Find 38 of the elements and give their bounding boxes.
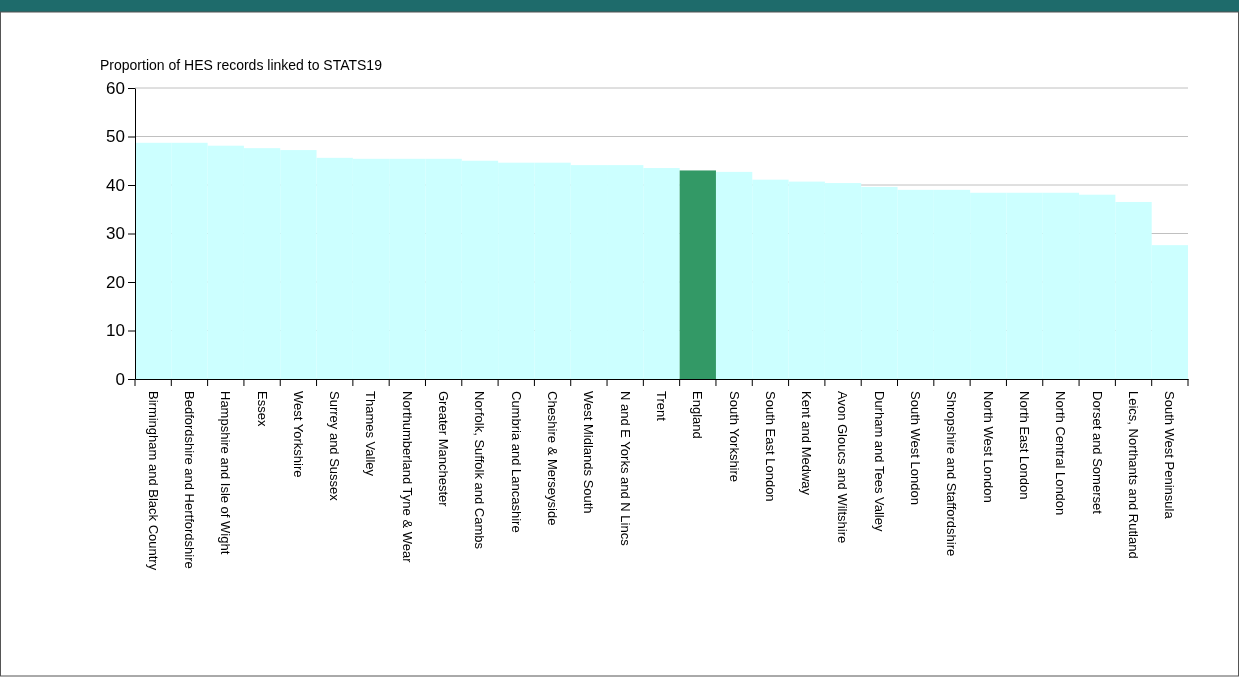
y-tick-label: 10 [106, 321, 125, 341]
x-tick-label: Avon Gloucs and Wiltshire [835, 391, 851, 544]
bar [679, 170, 716, 379]
x-tick-label: Shropshire and Staffordshire [944, 391, 960, 557]
x-tick-label: Trent [653, 391, 669, 422]
x-tick-label: West Yorkshire [290, 391, 306, 478]
y-axis-title: Proportion of HES records linked to STATS19 [100, 57, 383, 73]
y-tick-label: 50 [106, 127, 125, 147]
x-tick-label: Leics, Northants and Rutland [1125, 391, 1141, 559]
x-tick-label: Hampshire and Isle of Wight [218, 391, 234, 555]
y-tick-label: 60 [106, 78, 125, 98]
x-tick-label: Surrey and Sussex [327, 391, 343, 502]
x-tick-label: Bedfordshire and Hertfordshire [181, 391, 197, 569]
x-tick-label: N and E Yorks and N Lincs [617, 391, 633, 547]
x-tick-label: Durham and Tees Valley [871, 391, 887, 532]
x-tick-label: South East London [762, 391, 778, 502]
y-tick-label: 20 [106, 272, 125, 292]
x-tick-label: Northumberland Tyne & Wear [399, 391, 415, 564]
x-tick-label: Cheshire & Merseyside [545, 391, 561, 526]
x-tick-label: North West London [980, 391, 996, 503]
x-tick-label: South West London [908, 391, 924, 505]
x-tick-label: North East London [1017, 391, 1033, 500]
x-tick-label: England [690, 391, 706, 439]
x-tick-label: North Central London [1053, 391, 1069, 516]
x-tick-label: Essex [254, 391, 270, 427]
x-tick-label: West Midlands South [581, 391, 597, 514]
y-tick-label: 40 [106, 175, 125, 195]
y-tick-label: 0 [115, 369, 125, 389]
x-tick-label: Kent and Medway [799, 391, 815, 496]
x-tick-label: South Yorkshire [726, 391, 742, 483]
y-tick-label: 30 [106, 224, 125, 244]
x-tick-label: Norfolk, Suffolk and Cambs [472, 391, 488, 550]
x-tick-label: Thames Valley [363, 391, 379, 477]
x-tick-label: Dorset and Somerset [1089, 391, 1105, 515]
x-tick-label: Birmingham and Black Country [145, 391, 161, 571]
x-tick-label: South West Peninsula [1162, 391, 1178, 520]
x-tick-label: Cumbria and Lancashire [508, 391, 524, 533]
x-tick-label: Greater Manchester [436, 391, 452, 508]
